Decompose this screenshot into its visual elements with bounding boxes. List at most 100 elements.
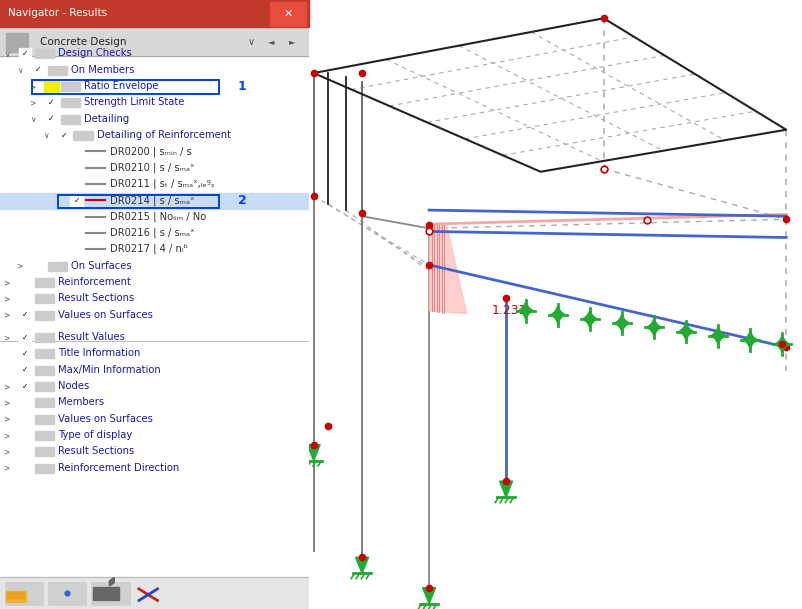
Bar — [34, 294, 54, 303]
Text: On Surfaces: On Surfaces — [71, 261, 132, 270]
Text: Reinforcement: Reinforcement — [58, 277, 131, 287]
Text: ✓: ✓ — [48, 98, 54, 107]
Text: ∨: ∨ — [30, 115, 35, 124]
Bar — [71, 178, 83, 189]
Bar — [0, 28, 309, 56]
Bar — [34, 333, 54, 342]
Bar — [74, 131, 92, 140]
Polygon shape — [711, 330, 725, 341]
Bar — [34, 350, 54, 358]
Text: Nodes: Nodes — [58, 381, 89, 391]
Text: DR0217 | 4 / nₗᵇ: DR0217 | 4 / nₗᵇ — [110, 244, 188, 255]
Bar — [34, 365, 54, 375]
Bar — [71, 146, 83, 157]
Bar — [18, 48, 31, 59]
Bar — [18, 331, 31, 343]
Bar — [71, 211, 83, 222]
Polygon shape — [551, 309, 565, 320]
Polygon shape — [714, 327, 723, 345]
Bar — [18, 429, 31, 440]
Text: ◄: ◄ — [268, 38, 274, 46]
Bar — [18, 380, 31, 392]
Text: Design Checks: Design Checks — [58, 48, 132, 58]
Text: Values on Surfaces: Values on Surfaces — [58, 414, 152, 423]
Bar — [60, 114, 79, 124]
Bar — [18, 276, 31, 287]
Text: Result Sections: Result Sections — [58, 293, 134, 303]
Bar — [60, 82, 79, 91]
Bar — [31, 64, 44, 76]
Bar — [18, 380, 31, 392]
Bar — [18, 429, 31, 440]
Bar — [91, 582, 130, 605]
Bar — [91, 582, 130, 605]
Bar — [18, 276, 31, 287]
Bar — [34, 463, 54, 473]
Text: ∨: ∨ — [4, 49, 10, 58]
Bar — [44, 80, 59, 92]
Polygon shape — [746, 331, 755, 349]
Bar — [5, 582, 43, 605]
Text: ✓: ✓ — [22, 49, 28, 58]
Bar — [34, 382, 54, 391]
Bar — [44, 80, 59, 92]
Bar — [60, 82, 79, 91]
Bar — [34, 431, 54, 440]
Polygon shape — [553, 306, 562, 323]
Bar — [18, 331, 31, 343]
Bar — [47, 262, 67, 270]
Text: ✓: ✓ — [22, 365, 28, 375]
Polygon shape — [521, 302, 530, 319]
Bar — [34, 431, 54, 440]
Bar — [71, 194, 83, 206]
Bar — [18, 48, 31, 59]
Text: DR0216 | s / sₘₐˣ: DR0216 | s / sₘₐˣ — [110, 228, 194, 238]
Bar — [34, 278, 54, 287]
Text: >: > — [17, 262, 23, 271]
Bar — [71, 194, 83, 206]
Polygon shape — [778, 336, 787, 353]
Text: >: > — [4, 382, 10, 391]
Bar — [71, 244, 83, 255]
Bar — [34, 382, 54, 391]
Bar — [34, 447, 54, 456]
Text: >: > — [4, 431, 10, 440]
Polygon shape — [519, 305, 533, 316]
Bar — [6, 591, 26, 602]
Text: ∨: ∨ — [43, 131, 48, 140]
Bar — [34, 333, 54, 342]
Polygon shape — [615, 318, 629, 329]
Bar — [34, 49, 54, 58]
Bar — [18, 309, 31, 320]
Polygon shape — [618, 314, 626, 332]
Bar — [44, 113, 58, 124]
Bar — [0, 192, 309, 209]
Text: >: > — [4, 398, 10, 407]
Bar — [5, 582, 43, 605]
Bar — [47, 66, 67, 75]
Bar — [18, 364, 31, 375]
Bar — [18, 348, 31, 359]
Bar — [18, 292, 31, 304]
Text: >: > — [4, 415, 10, 424]
Bar — [31, 64, 44, 76]
Text: Reinforcement Direction: Reinforcement Direction — [58, 462, 179, 473]
Bar — [71, 162, 83, 174]
Bar — [34, 294, 54, 303]
Text: Result Values: Result Values — [58, 332, 124, 342]
Bar — [60, 99, 79, 107]
Polygon shape — [423, 588, 435, 604]
Bar — [18, 396, 31, 408]
Polygon shape — [109, 577, 114, 586]
Bar — [34, 398, 54, 407]
Bar — [48, 582, 87, 605]
Bar — [58, 129, 71, 141]
Bar — [71, 178, 83, 189]
Bar — [71, 146, 83, 157]
Polygon shape — [500, 481, 512, 497]
Polygon shape — [355, 557, 369, 573]
Text: >: > — [4, 278, 10, 287]
Bar — [47, 262, 67, 270]
Polygon shape — [682, 323, 691, 340]
Bar — [71, 211, 83, 222]
